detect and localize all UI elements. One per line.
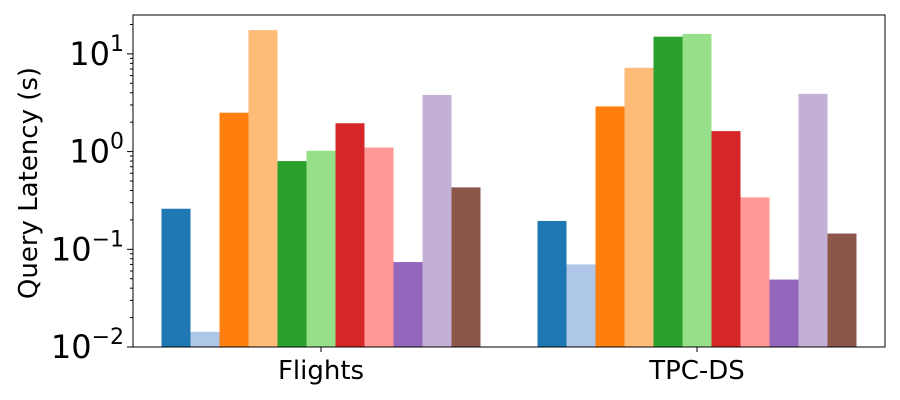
y-axis: 10−2 10−1 100 101	[51, 23, 133, 366]
bar-tpc-ds-8	[740, 197, 770, 347]
bar-tpc-ds-4	[624, 67, 654, 347]
y-tick-label: 10−2	[51, 325, 124, 366]
bar-flights-5	[277, 161, 307, 347]
x-axis: Flights TPC-DS	[278, 347, 745, 386]
x-tick-label: Flights	[278, 356, 364, 386]
bar-flights-9	[393, 262, 423, 347]
bar-flights-6	[306, 150, 336, 347]
bar-flights-10	[422, 94, 452, 348]
bar-flights-2	[190, 331, 220, 347]
y-tick-label: 100	[69, 130, 124, 171]
bar-flights-11	[451, 187, 481, 347]
y-tick-label: 10−1	[51, 227, 124, 268]
bar-tpc-ds-7	[711, 131, 741, 347]
bar-tpc-ds-10	[798, 93, 828, 347]
bar-tpc-ds-1	[537, 220, 567, 347]
bar-flights-4	[248, 30, 278, 348]
bar-tpc-ds-6	[682, 33, 712, 347]
x-tick-label: TPC-DS	[648, 356, 745, 386]
bar-tpc-ds-5	[653, 36, 683, 347]
bar-tpc-ds-9	[769, 279, 799, 347]
bar-flights-8	[364, 147, 394, 347]
bar-tpc-ds-3	[595, 106, 625, 347]
bar-tpc-ds-11	[827, 233, 857, 347]
bar-flights-3	[219, 112, 249, 347]
bar-flights-7	[335, 123, 365, 347]
bars-group	[161, 30, 857, 348]
bar-flights-1	[161, 208, 191, 347]
y-axis-label: Query Latency (s)	[14, 67, 44, 299]
bar-tpc-ds-2	[566, 264, 596, 347]
y-tick-label: 101	[69, 32, 124, 73]
